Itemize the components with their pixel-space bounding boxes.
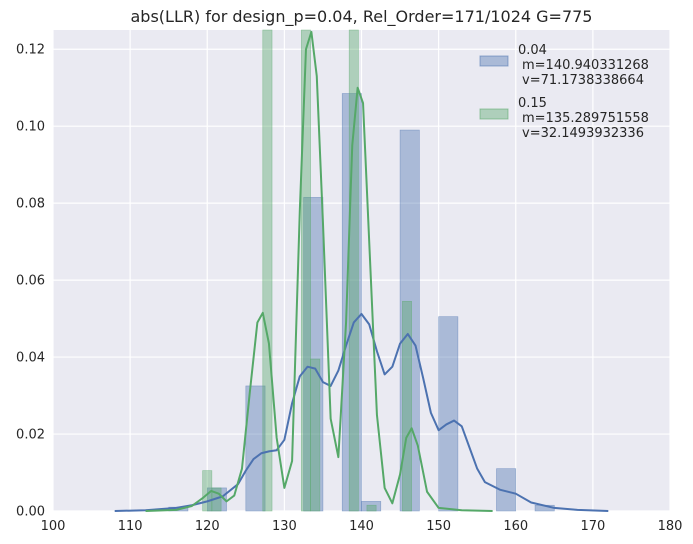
x-tick-label: 100: [41, 519, 66, 534]
histogram-bar-series-2: [301, 29, 311, 512]
legend-label-series-1: m=140.940331268: [522, 58, 649, 73]
histogram-bar-series-2: [366, 504, 377, 512]
kde-lines: [114, 30, 609, 512]
y-tick-label: 0.10: [16, 120, 45, 135]
histogram-bar-series-2: [348, 29, 359, 512]
chart-title: abs(LLR) for design_p=0.04, Rel_Order=17…: [131, 7, 593, 27]
legend-swatch-series-1: [479, 55, 509, 67]
y-tick-label: 0.04: [16, 351, 45, 366]
x-tick-label: 120: [195, 519, 220, 534]
y-tick-label: 0.12: [16, 43, 45, 58]
histogram-bar-series-2: [402, 300, 412, 512]
histogram-bar-series-2: [262, 29, 273, 512]
kde-line-series-1: [114, 312, 609, 512]
legend-label-series-2: v=32.1493932336: [522, 126, 644, 141]
legend-label-series-1: v=71.1738338664: [522, 73, 644, 88]
histogram-bar-series-1: [438, 316, 459, 512]
y-tick-label: 0.02: [16, 428, 45, 443]
histogram-bars: [168, 29, 555, 512]
x-tick-label: 130: [272, 519, 297, 534]
y-tick-label: 0.08: [16, 197, 45, 212]
x-tick-label: 170: [580, 519, 605, 534]
x-tick-label: 150: [426, 519, 451, 534]
histogram-bar-series-2: [310, 358, 321, 512]
y-tick-label: 0.06: [16, 274, 45, 289]
axis-ticks: 100 110 120 130 140 150 160 170 1800.000.020.040…: [16, 43, 682, 534]
x-tick-label: 110: [118, 519, 143, 534]
legend-swatch-series-2: [479, 108, 509, 120]
x-tick-label: 180: [658, 519, 683, 534]
x-tick-label: 160: [503, 519, 528, 534]
histogram-bar-series-1: [245, 385, 266, 512]
histogram-bar-series-1: [496, 468, 517, 512]
x-tick-label: 140: [349, 519, 374, 534]
kde-line-series-2: [145, 30, 493, 512]
legend-label-series-2: 0.15: [518, 96, 547, 111]
y-tick-label: 0.00: [16, 505, 45, 520]
legend-label-series-2: m=135.289751558: [522, 111, 649, 126]
legend-label-series-1: 0.04: [518, 43, 547, 58]
